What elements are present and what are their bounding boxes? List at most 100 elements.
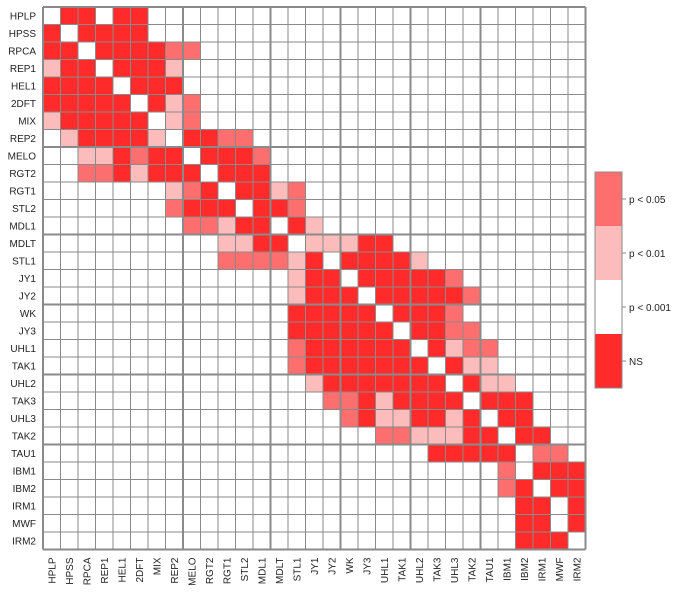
heatmap-cell bbox=[183, 7, 201, 25]
heatmap-cell bbox=[43, 94, 61, 112]
heatmap-cell bbox=[445, 427, 463, 445]
heatmap-cell bbox=[270, 374, 288, 392]
heatmap-cell bbox=[148, 339, 166, 357]
heatmap-cell bbox=[498, 252, 516, 270]
heatmap-cell bbox=[165, 532, 183, 550]
heatmap-cell bbox=[358, 427, 376, 445]
heatmap-cell bbox=[428, 42, 446, 60]
heatmap-cell bbox=[568, 287, 586, 305]
heatmap-cell bbox=[533, 304, 551, 322]
heatmap-cell bbox=[235, 497, 253, 515]
heatmap-cell bbox=[130, 234, 148, 252]
heatmap-cell bbox=[550, 94, 568, 112]
heatmap-cell bbox=[78, 182, 96, 200]
heatmap-cell bbox=[393, 59, 411, 77]
heatmap-cell bbox=[498, 497, 516, 515]
heatmap-cell bbox=[288, 409, 306, 427]
heatmap-cell bbox=[200, 147, 218, 165]
heatmap-cell bbox=[515, 322, 533, 340]
heatmap-cell bbox=[340, 357, 358, 375]
heatmap-cell bbox=[305, 182, 323, 200]
x-tick-label: JY2 bbox=[327, 557, 338, 575]
heatmap-cell bbox=[148, 42, 166, 60]
heatmap-cell bbox=[323, 252, 341, 270]
heatmap-cell bbox=[550, 59, 568, 77]
heatmap-cell bbox=[340, 444, 358, 462]
heatmap-cell bbox=[288, 182, 306, 200]
heatmap-cell bbox=[165, 479, 183, 497]
heatmap-cell bbox=[270, 94, 288, 112]
heatmap-cell bbox=[130, 392, 148, 410]
heatmap-cell bbox=[270, 479, 288, 497]
heatmap-cell bbox=[270, 129, 288, 147]
heatmap-cell bbox=[43, 304, 61, 322]
heatmap-cell bbox=[183, 374, 201, 392]
heatmap-cell bbox=[550, 24, 568, 42]
heatmap-cell bbox=[568, 392, 586, 410]
heatmap-cell bbox=[305, 59, 323, 77]
heatmap-cell bbox=[148, 304, 166, 322]
heatmap-cell bbox=[130, 147, 148, 165]
heatmap-cell bbox=[288, 444, 306, 462]
heatmap-cell bbox=[515, 147, 533, 165]
heatmap-cell bbox=[323, 427, 341, 445]
heatmap-cell bbox=[288, 94, 306, 112]
heatmap-cell bbox=[165, 112, 183, 130]
heatmap-cell bbox=[95, 59, 113, 77]
heatmap-cell bbox=[200, 234, 218, 252]
heatmap-cell bbox=[235, 199, 253, 217]
heatmap-cell bbox=[323, 269, 341, 287]
heatmap-cell bbox=[305, 444, 323, 462]
heatmap-cell bbox=[515, 339, 533, 357]
heatmap-cell bbox=[445, 479, 463, 497]
heatmap-cell bbox=[410, 462, 428, 480]
heatmap-cell bbox=[515, 182, 533, 200]
heatmap-cell bbox=[340, 392, 358, 410]
heatmap-cell bbox=[375, 497, 393, 515]
heatmap-cell bbox=[498, 59, 516, 77]
heatmap-cell bbox=[165, 357, 183, 375]
heatmap-cell bbox=[60, 462, 78, 480]
heatmap-cell bbox=[550, 112, 568, 130]
heatmap-cell bbox=[60, 304, 78, 322]
heatmap-cell bbox=[480, 199, 498, 217]
heatmap-cell bbox=[533, 497, 551, 515]
heatmap-cell bbox=[375, 234, 393, 252]
heatmap-cell bbox=[288, 304, 306, 322]
heatmap-cell bbox=[253, 234, 271, 252]
heatmap-cell bbox=[43, 59, 61, 77]
heatmap-cell bbox=[358, 322, 376, 340]
heatmap-cell bbox=[533, 462, 551, 480]
heatmap-cell bbox=[183, 217, 201, 235]
heatmap-cell bbox=[148, 199, 166, 217]
heatmap-cell bbox=[183, 392, 201, 410]
heatmap-cell bbox=[200, 444, 218, 462]
heatmap-cell bbox=[200, 129, 218, 147]
heatmap-cell bbox=[393, 164, 411, 182]
heatmap-cell bbox=[463, 252, 481, 270]
heatmap-cell bbox=[323, 7, 341, 25]
heatmap-cell bbox=[78, 287, 96, 305]
heatmap-cell bbox=[428, 479, 446, 497]
heatmap-cell bbox=[113, 287, 131, 305]
heatmap-cell bbox=[183, 252, 201, 270]
heatmap-cell bbox=[95, 409, 113, 427]
heatmap-cell bbox=[358, 462, 376, 480]
heatmap-cell bbox=[358, 304, 376, 322]
heatmap-cell bbox=[218, 497, 236, 515]
heatmap-cell bbox=[305, 287, 323, 305]
heatmap-cell bbox=[533, 164, 551, 182]
heatmap-cell bbox=[480, 339, 498, 357]
heatmap-cell bbox=[60, 77, 78, 95]
heatmap-cell bbox=[480, 357, 498, 375]
heatmap-cell bbox=[550, 269, 568, 287]
heatmap-cell bbox=[515, 42, 533, 60]
heatmap-cell bbox=[323, 42, 341, 60]
heatmap-cell bbox=[445, 182, 463, 200]
heatmap-cell bbox=[305, 94, 323, 112]
heatmap-cell bbox=[288, 112, 306, 130]
heatmap-cell bbox=[288, 357, 306, 375]
heatmap-cell bbox=[183, 182, 201, 200]
heatmap-cell bbox=[235, 77, 253, 95]
heatmap-cell bbox=[305, 462, 323, 480]
